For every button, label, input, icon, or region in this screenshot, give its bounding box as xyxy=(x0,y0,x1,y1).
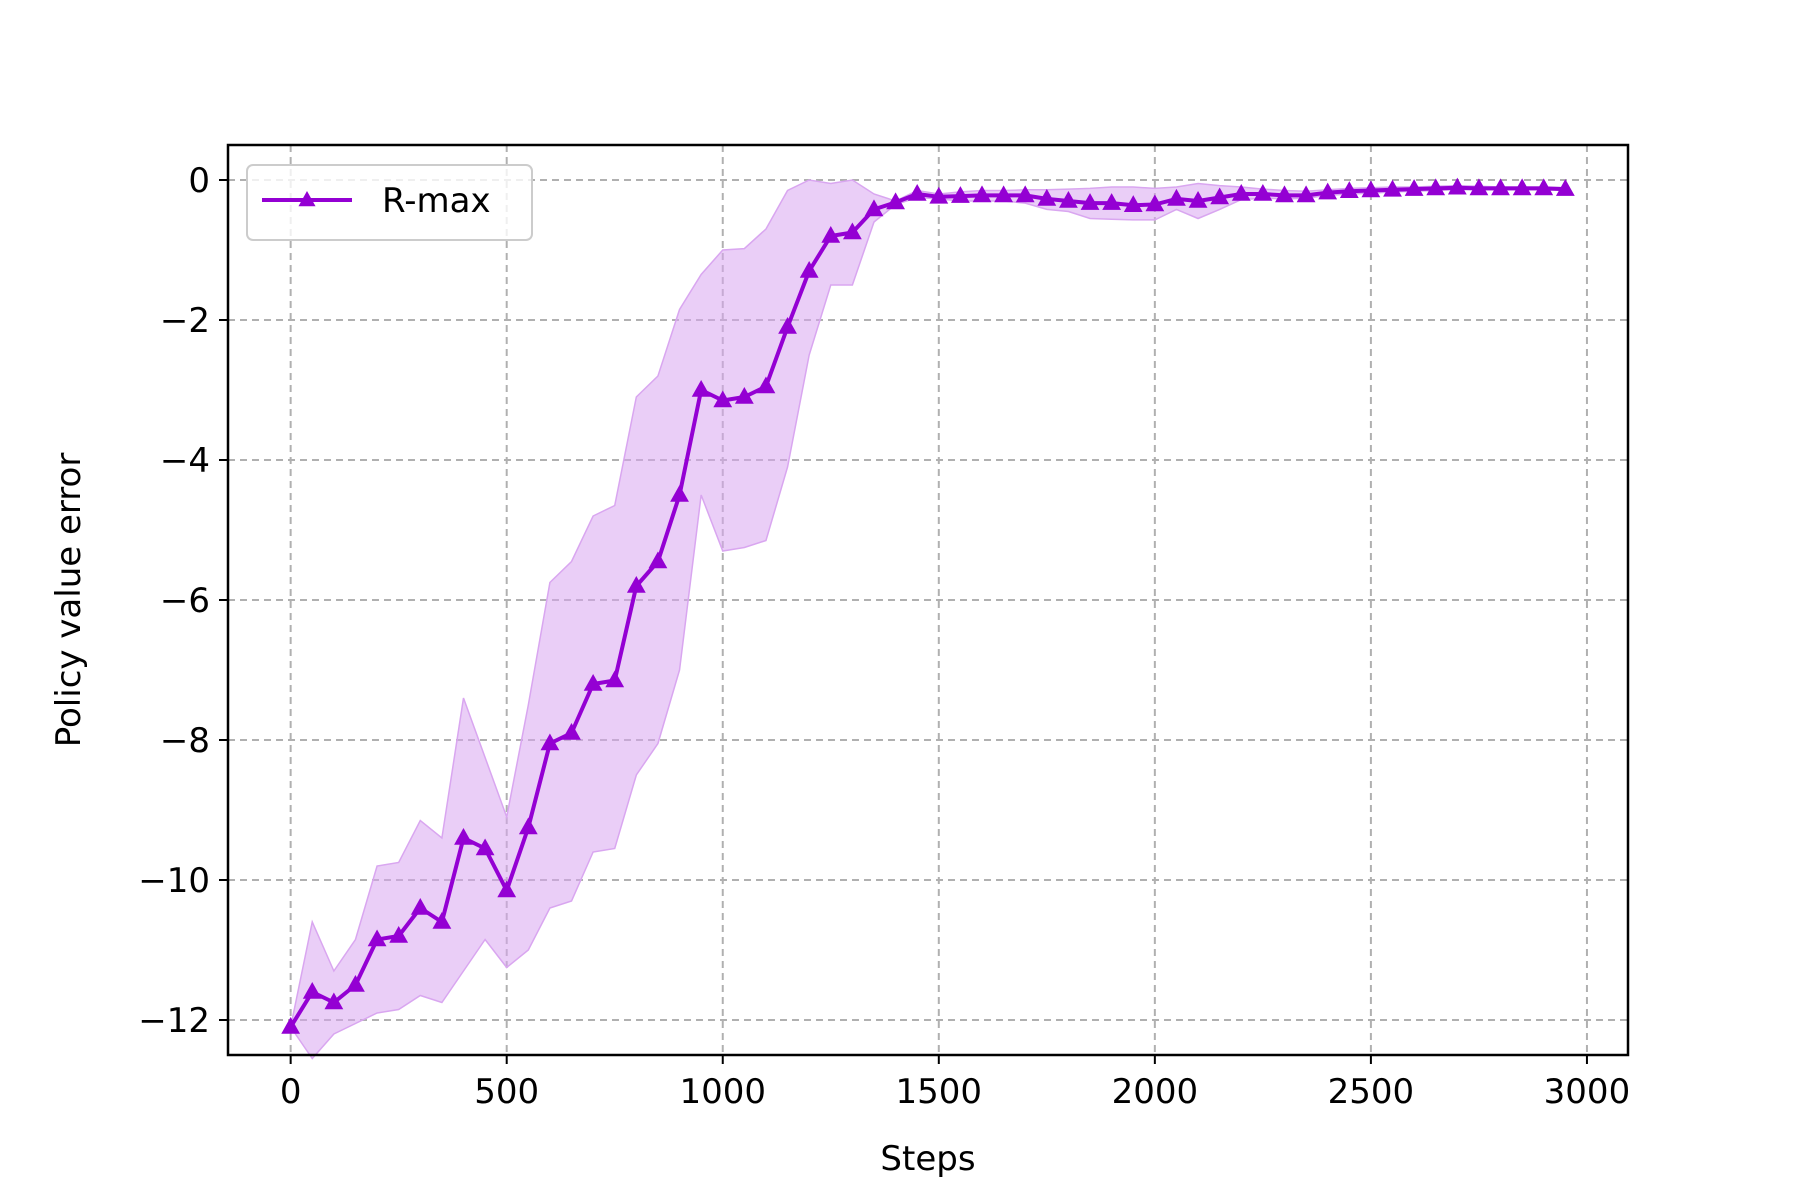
r-max-data-point xyxy=(475,838,495,856)
r-max-data-point xyxy=(1210,187,1230,205)
r-max-data-point xyxy=(864,199,884,217)
r-max-data-point xyxy=(302,981,322,999)
r-max-data-point xyxy=(1555,179,1575,196)
r-max-data-point xyxy=(583,673,603,691)
r-max-data-point xyxy=(821,225,841,243)
r-max-data-point xyxy=(1253,183,1273,201)
r-max-data-point xyxy=(562,722,581,740)
r-max-data-point xyxy=(972,185,992,203)
x-tick-label: 500 xyxy=(474,1072,539,1112)
r-max-data-point xyxy=(1426,178,1446,196)
r-max-data-point xyxy=(389,925,409,943)
y-axis-title: Policy value error xyxy=(49,453,89,748)
x-tick-label: 2500 xyxy=(1328,1072,1415,1112)
x-tick-label: 0 xyxy=(280,1072,302,1112)
r-max-data-point xyxy=(799,260,819,278)
x-tick-label: 3000 xyxy=(1544,1072,1631,1112)
r-max-confidence-band xyxy=(289,179,1567,1060)
y-tick-label: −2 xyxy=(160,301,210,341)
r-max-data-point xyxy=(454,827,473,845)
r-max-data-point xyxy=(929,186,949,204)
legend-marker-swatch xyxy=(298,191,316,207)
x-tick-label: 2000 xyxy=(1112,1072,1199,1112)
r-max-data-point xyxy=(907,183,927,201)
r-max-data-point xyxy=(1318,182,1338,200)
legend: R-max xyxy=(246,164,533,241)
r-max-data-point xyxy=(497,880,517,898)
series-markers-layer xyxy=(281,177,1575,1034)
r-max-data-point xyxy=(605,670,625,688)
x-tick-label: 1000 xyxy=(679,1072,766,1112)
r-max-data-point xyxy=(1534,178,1554,196)
r-max-data-point xyxy=(1037,188,1057,206)
r-max-data-point xyxy=(1447,177,1467,195)
r-max-data-point xyxy=(713,390,733,408)
r-max-data-point xyxy=(1491,178,1510,196)
r-max-data-point xyxy=(281,1016,301,1034)
r-max-data-point xyxy=(1167,188,1186,206)
r-max-data-point xyxy=(410,897,430,915)
y-tick-label: −12 xyxy=(138,1001,210,1041)
legend-box xyxy=(246,164,533,241)
legend-label: R-max xyxy=(382,181,491,221)
r-max-data-point xyxy=(1059,190,1078,208)
r-max-data-point xyxy=(1102,193,1122,210)
y-tick-label: 0 xyxy=(188,161,210,201)
r-max-data-point xyxy=(994,185,1014,203)
r-max-data-point xyxy=(886,192,905,210)
r-max-data-point xyxy=(540,733,560,751)
r-max-data-point xyxy=(324,992,344,1010)
r-max-data-point xyxy=(648,551,668,569)
r-max-data-point xyxy=(1275,185,1294,203)
r-max-data-point xyxy=(691,379,711,397)
x-tick-label: 1500 xyxy=(896,1072,983,1112)
r-max-data-point xyxy=(346,974,365,992)
r-max-data-point xyxy=(1015,185,1035,203)
r-max-data-point xyxy=(1080,193,1100,210)
r-max-data-point xyxy=(1188,190,1208,208)
r-max-data-point xyxy=(756,376,776,394)
r-max-data-point xyxy=(670,484,689,502)
r-max-data-point xyxy=(1231,183,1251,201)
confidence-band-layer xyxy=(289,179,1567,1060)
r-max-data-point xyxy=(1296,185,1316,203)
y-tick-label: −4 xyxy=(160,441,210,481)
r-max-data-point xyxy=(1339,181,1359,198)
r-max-data-point xyxy=(734,386,754,404)
y-tick-label: −10 xyxy=(138,861,210,901)
r-max-data-point xyxy=(842,222,862,240)
r-max-data-point xyxy=(518,817,538,835)
r-max-data-point xyxy=(778,316,797,334)
y-tick-label: −8 xyxy=(160,721,210,761)
r-max-data-point xyxy=(1361,180,1381,198)
r-max-data-point xyxy=(1512,178,1532,196)
x-axis-ticks: 0 500 1000 1500 2000 2500 3000 xyxy=(280,1055,1630,1112)
y-axis-ticks: 0 −2 −4 −6 −8 −10 −12 xyxy=(138,161,228,1041)
x-axis-title: Steps xyxy=(880,1139,975,1179)
y-tick-label: −6 xyxy=(160,581,210,621)
r-max-data-point xyxy=(432,911,452,929)
r-max-data-point xyxy=(1145,194,1165,212)
r-max-data-point xyxy=(951,186,970,203)
grid-lines xyxy=(228,145,1628,1055)
r-max-data-point xyxy=(1469,178,1489,196)
r-max-data-point xyxy=(1404,179,1424,196)
r-max-data-point xyxy=(1383,179,1402,197)
r-max-data-point xyxy=(367,929,387,947)
r-max-data-point xyxy=(626,575,646,593)
r-max-data-point xyxy=(1123,195,1143,212)
